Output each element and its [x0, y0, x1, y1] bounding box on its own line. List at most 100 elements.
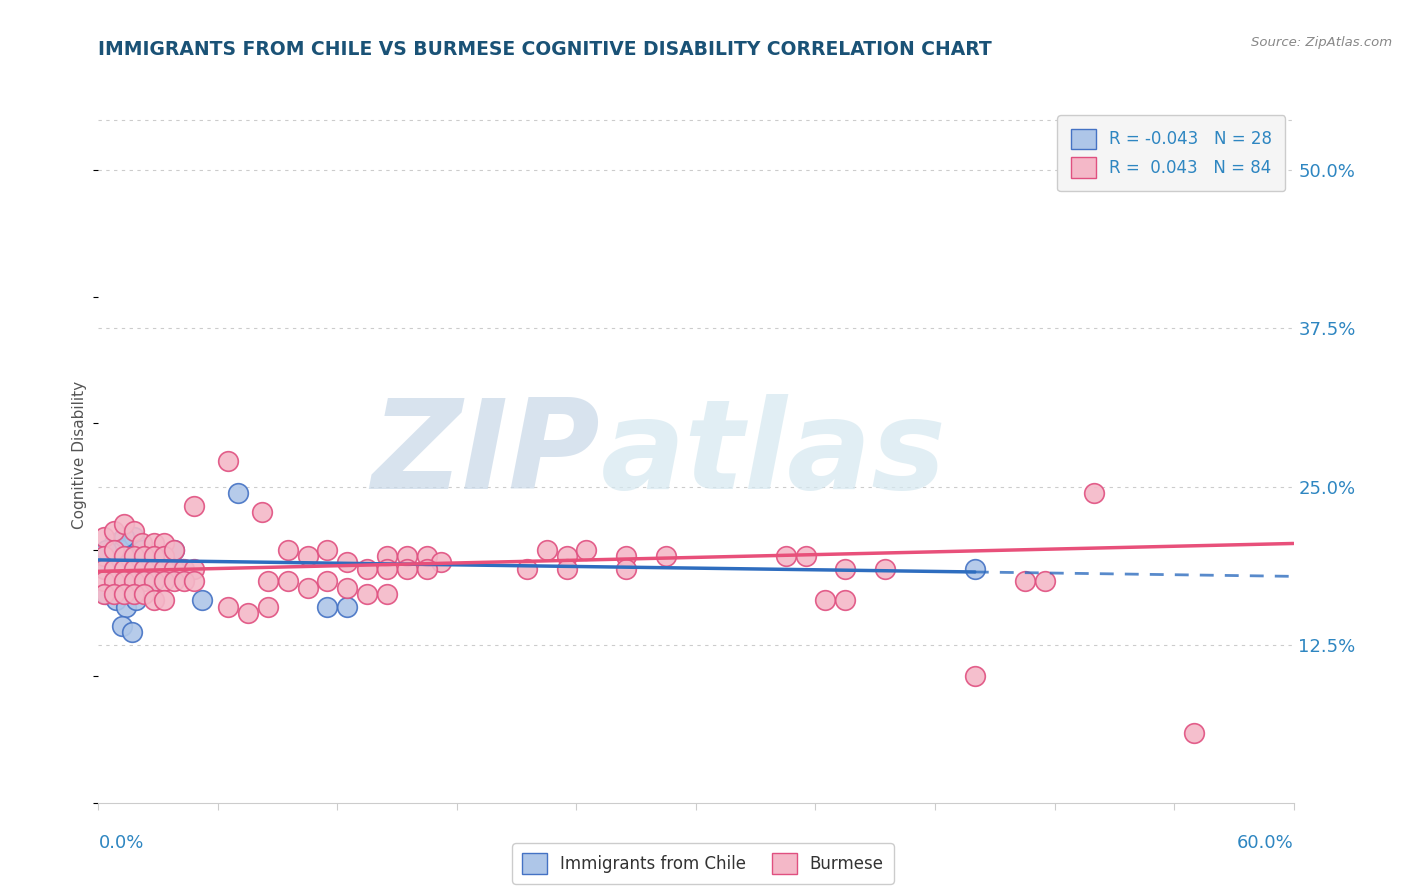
Point	[163, 574, 186, 589]
Point	[134, 587, 156, 601]
Point	[143, 549, 166, 563]
Point	[93, 587, 115, 601]
Point	[153, 549, 176, 563]
Point	[183, 499, 205, 513]
Point	[256, 574, 278, 589]
Point	[256, 599, 278, 614]
Point	[1014, 574, 1036, 589]
Point	[172, 562, 194, 576]
Point	[236, 606, 259, 620]
Point	[103, 524, 125, 538]
Point	[191, 593, 214, 607]
Point	[96, 542, 118, 557]
Point	[963, 669, 986, 683]
Point	[125, 562, 148, 576]
Point	[416, 549, 439, 563]
Point	[143, 562, 166, 576]
Point	[103, 542, 125, 557]
Point	[336, 599, 359, 614]
Point	[103, 562, 125, 576]
Point	[173, 562, 195, 576]
Point	[112, 587, 135, 601]
Point	[163, 542, 186, 557]
Point	[153, 562, 176, 576]
Point	[131, 536, 153, 550]
Point	[103, 587, 125, 601]
Point	[814, 593, 837, 607]
Point	[124, 574, 146, 589]
Point	[336, 556, 359, 570]
Point	[131, 542, 153, 557]
Point	[143, 536, 166, 550]
Point	[134, 568, 156, 582]
Point	[143, 593, 166, 607]
Text: atlas: atlas	[600, 394, 946, 516]
Point	[555, 549, 578, 563]
Point	[875, 562, 897, 576]
Point	[103, 536, 125, 550]
Point	[111, 618, 134, 632]
Text: IMMIGRANTS FROM CHILE VS BURMESE COGNITIVE DISABILITY CORRELATION CHART: IMMIGRANTS FROM CHILE VS BURMESE COGNITI…	[98, 40, 993, 59]
Point	[153, 574, 176, 589]
Point	[125, 593, 148, 607]
Point	[143, 574, 166, 589]
Point	[93, 574, 115, 589]
Point	[105, 562, 128, 576]
Point	[112, 574, 135, 589]
Point	[775, 549, 797, 563]
Point	[834, 593, 856, 607]
Point	[134, 562, 156, 576]
Point	[375, 562, 398, 576]
Point	[134, 549, 156, 563]
Point	[336, 581, 359, 595]
Point	[277, 542, 299, 557]
Point	[1182, 726, 1205, 740]
Point	[555, 562, 578, 576]
Point	[173, 574, 195, 589]
Point	[112, 562, 135, 576]
Point	[1033, 574, 1056, 589]
Point	[516, 562, 538, 576]
Point	[121, 625, 143, 640]
Point	[115, 599, 138, 614]
Point	[93, 549, 115, 563]
Point	[277, 574, 299, 589]
Point	[316, 574, 339, 589]
Point	[356, 562, 378, 576]
Point	[111, 542, 134, 557]
Point	[416, 562, 439, 576]
Point	[112, 562, 135, 576]
Legend: R = -0.043   N = 28, R =  0.043   N = 84: R = -0.043 N = 28, R = 0.043 N = 84	[1057, 115, 1285, 191]
Point	[396, 549, 419, 563]
Text: 0.0%: 0.0%	[98, 834, 143, 852]
Point	[250, 505, 273, 519]
Point	[134, 574, 156, 589]
Point	[655, 549, 678, 563]
Point	[375, 587, 398, 601]
Point	[794, 549, 817, 563]
Point	[93, 530, 115, 544]
Point	[143, 549, 166, 563]
Point	[834, 562, 856, 576]
Text: ZIP: ZIP	[371, 394, 600, 516]
Point	[124, 587, 146, 601]
Point	[124, 549, 146, 563]
Point	[183, 562, 205, 576]
Point	[614, 549, 637, 563]
Point	[575, 542, 598, 557]
Point	[112, 517, 135, 532]
Point	[112, 549, 135, 563]
Point	[396, 562, 419, 576]
Point	[96, 587, 118, 601]
Point	[163, 562, 186, 576]
Point	[217, 599, 239, 614]
Point	[143, 574, 166, 589]
Point	[226, 486, 249, 500]
Point	[124, 524, 146, 538]
Point	[963, 562, 986, 576]
Point	[112, 530, 135, 544]
Point	[163, 562, 186, 576]
Point	[153, 536, 176, 550]
Point	[135, 556, 157, 570]
Point	[316, 542, 339, 557]
